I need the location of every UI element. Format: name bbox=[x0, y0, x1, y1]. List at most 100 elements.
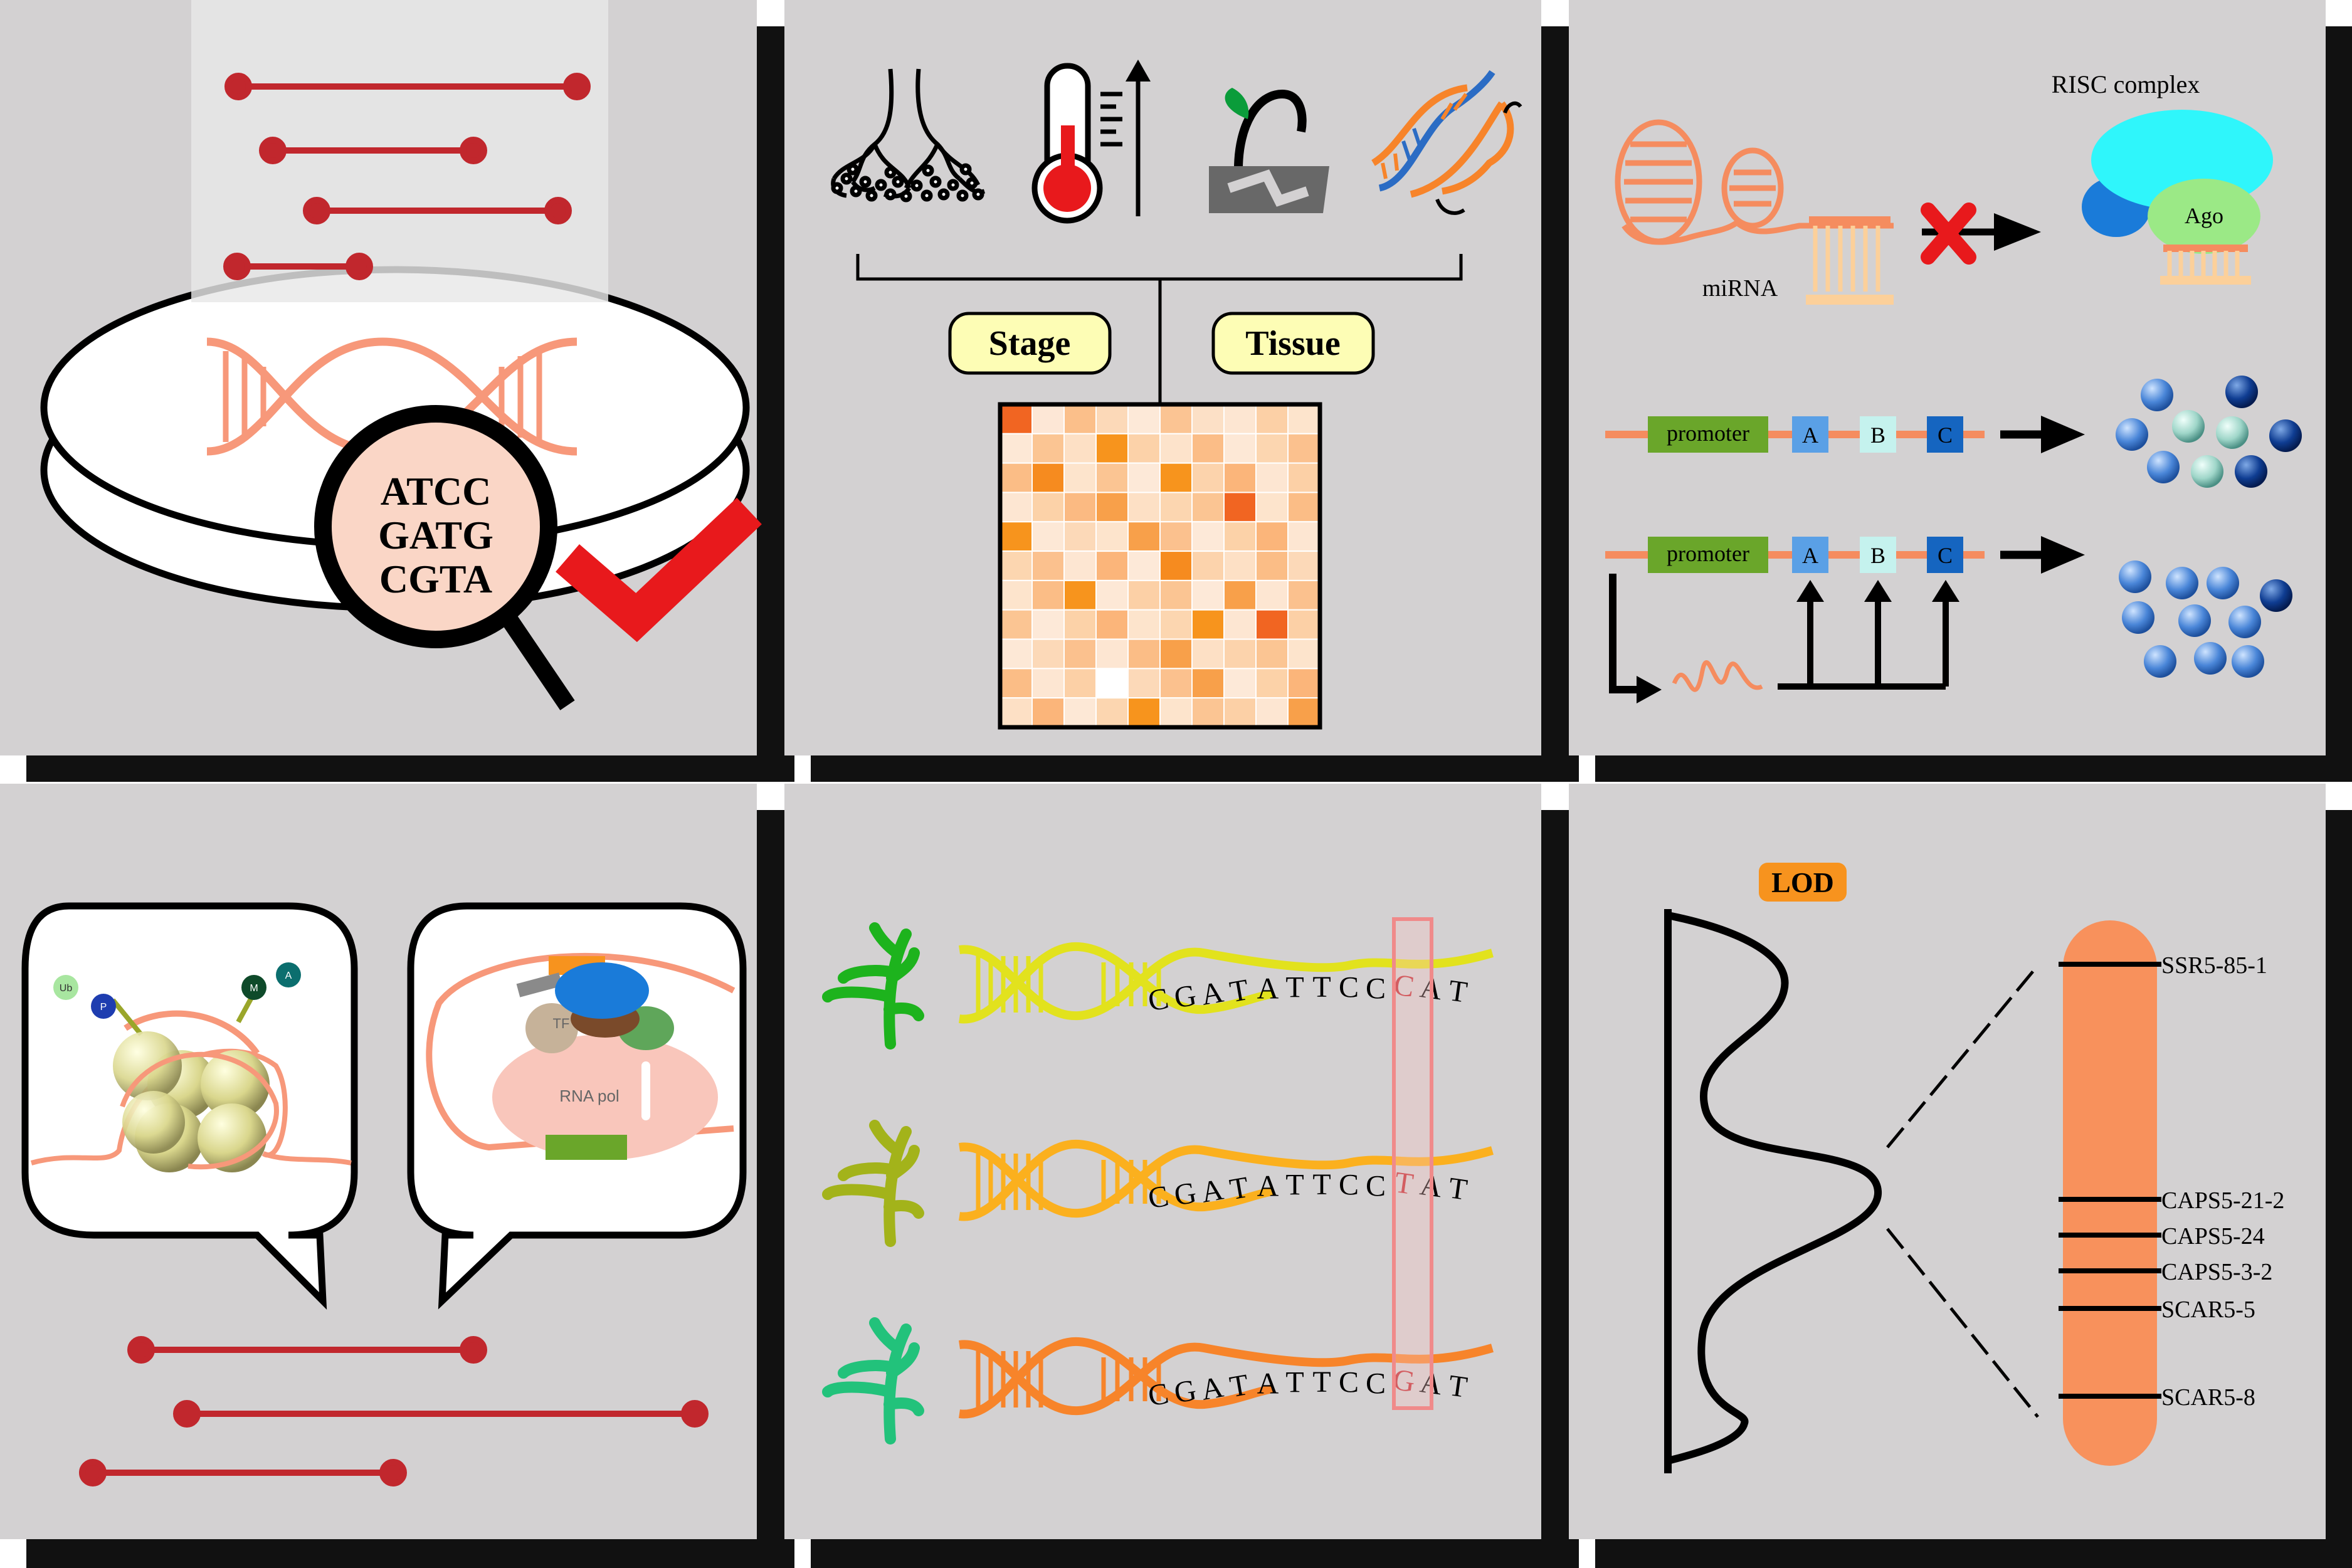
sequence-base: A bbox=[1257, 1367, 1279, 1401]
heatmap-cell bbox=[1095, 462, 1129, 493]
risc-complex-label: RISC complex bbox=[2052, 70, 2200, 98]
heatmap-cell bbox=[1063, 462, 1097, 493]
transcription-complex-icon: RNA pol TF bbox=[426, 952, 736, 1160]
promoter-element bbox=[546, 1135, 627, 1160]
heatmap-cell bbox=[1287, 462, 1321, 493]
heatmap-cell bbox=[1223, 462, 1257, 493]
panel-4-reads bbox=[79, 1336, 709, 1486]
heatmap-cell bbox=[999, 521, 1033, 552]
read-end bbox=[379, 1459, 407, 1486]
heatmap-cell bbox=[1191, 668, 1225, 699]
heatmap-cell bbox=[1255, 521, 1289, 552]
ago-label: Ago bbox=[2185, 203, 2223, 228]
heatmap-cell bbox=[1191, 521, 1225, 552]
heatmap-cell bbox=[1127, 550, 1161, 581]
marker-label: SSR5-85-1 bbox=[2161, 952, 2267, 979]
promoter-label: promoter bbox=[1667, 541, 1749, 566]
lod-label: LOD bbox=[1771, 866, 1834, 898]
sequence-base: C bbox=[1366, 1367, 1386, 1401]
snp-base: C bbox=[1392, 968, 1416, 1004]
heatmap-cell bbox=[1287, 492, 1321, 523]
heatmap-cell bbox=[1031, 550, 1065, 581]
heatmap-cell bbox=[1127, 609, 1161, 640]
heatmap-cell bbox=[1063, 550, 1097, 581]
heatmap-cell bbox=[1223, 521, 1257, 552]
gene-b-box bbox=[1860, 537, 1896, 573]
check-mark-icon bbox=[556, 497, 762, 643]
heatmap-cell bbox=[999, 668, 1033, 699]
read-end bbox=[544, 197, 572, 224]
heatmap-cell bbox=[1063, 521, 1097, 552]
sequence-base: T bbox=[1447, 1171, 1469, 1207]
heatmap-cell bbox=[1095, 404, 1129, 434]
sequence-base: T bbox=[1312, 971, 1331, 1004]
sequence-base: A bbox=[1257, 972, 1279, 1006]
sequence-base: T bbox=[1447, 974, 1469, 1009]
heatmap-cell bbox=[1287, 550, 1321, 581]
ub-label: Ub bbox=[60, 983, 73, 994]
heatmap-cell bbox=[1223, 433, 1257, 464]
heatmap-cell bbox=[1255, 462, 1289, 493]
heatmap-cell bbox=[1255, 609, 1289, 640]
heatmap-cell bbox=[1223, 550, 1257, 581]
magnifier-seq-line-1: ATCC bbox=[381, 469, 492, 513]
promoter-box bbox=[1648, 537, 1768, 573]
heatmap-cell bbox=[1031, 521, 1065, 552]
heatmap-cell bbox=[1159, 433, 1193, 464]
heatmap-cell bbox=[1191, 638, 1225, 670]
read-end bbox=[224, 73, 252, 100]
sequence-base: T bbox=[1285, 1169, 1304, 1202]
read-end bbox=[563, 73, 591, 100]
heatmap-cell bbox=[1287, 521, 1321, 552]
heatmap-cell bbox=[1223, 579, 1257, 611]
heatmap-cell bbox=[1159, 492, 1193, 523]
heatmap-cell bbox=[1095, 579, 1129, 611]
heatmap-cell bbox=[1223, 638, 1257, 670]
heatmap-cell bbox=[1031, 492, 1065, 523]
heatmap-cell bbox=[1159, 404, 1193, 434]
heatmap-cell bbox=[999, 579, 1033, 611]
heatmap-cell bbox=[1063, 638, 1097, 670]
marker-label: CAPS5-24 bbox=[2161, 1223, 2265, 1250]
heatmap-cell bbox=[1223, 609, 1257, 640]
sequencing-reads bbox=[223, 73, 591, 280]
a-mark bbox=[276, 962, 301, 987]
heatmap-cell bbox=[1063, 697, 1097, 728]
heatmap-cell bbox=[1127, 462, 1161, 493]
marker-label: SCAR5-8 bbox=[2161, 1384, 2255, 1411]
heatmap-cell bbox=[1031, 697, 1065, 728]
heatmap-cell bbox=[1255, 404, 1289, 434]
gene-a-box bbox=[1792, 416, 1828, 453]
dna-helix-icon bbox=[959, 942, 1494, 1024]
heatmap-cell bbox=[999, 433, 1033, 464]
heatmap-cell bbox=[1191, 579, 1225, 611]
panel-5-snp: C G A T A T T C C C A TC G A T A T T C C T A TC G A T A T T C C G A T bbox=[822, 917, 1494, 1444]
lod-curve bbox=[1667, 912, 1882, 1465]
map-connector-top bbox=[1886, 964, 2039, 1149]
heatmap-cell bbox=[1031, 638, 1065, 670]
gene-a-box bbox=[1792, 537, 1828, 573]
heatmap-cell bbox=[1095, 668, 1129, 699]
panel-4-epigenetics: Ub P M A RNA pol TF bbox=[21, 902, 747, 1486]
heatmap-cell bbox=[1031, 609, 1065, 640]
heatmap-cell bbox=[1031, 404, 1065, 434]
heatmap-cell bbox=[1159, 697, 1193, 728]
heatmap-cell bbox=[1287, 638, 1321, 670]
heatmap-cell bbox=[1127, 668, 1161, 699]
heatmap-cell bbox=[1127, 638, 1161, 670]
heatmap-cell bbox=[1255, 433, 1289, 464]
panel-1-sequencing: ATCC GATG CGTA bbox=[40, 0, 762, 710]
heatmap-cell bbox=[999, 404, 1033, 434]
sequence-base: T bbox=[1285, 1366, 1304, 1399]
thermometer-up-icon bbox=[1031, 60, 1151, 224]
heatmap-cell bbox=[1223, 697, 1257, 728]
heatmap-cell bbox=[1095, 433, 1129, 464]
plant-icon bbox=[822, 1317, 924, 1444]
marker-label: SCAR5-5 bbox=[2161, 1297, 2255, 1323]
risc-duplex bbox=[2160, 245, 2251, 285]
read-end bbox=[127, 1336, 155, 1364]
heatmap-cell bbox=[1255, 550, 1289, 581]
heatmap-cell bbox=[1063, 609, 1097, 640]
tissue-label-box bbox=[1211, 312, 1375, 375]
heatmap-cell bbox=[999, 550, 1033, 581]
